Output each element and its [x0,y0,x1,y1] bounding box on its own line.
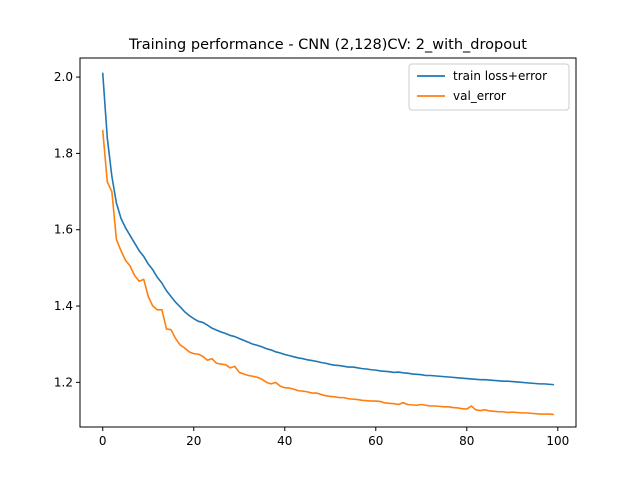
legend: train loss+error val_error [408,63,570,111]
legend-label: val_error [453,89,506,103]
x-tick-label: 60 [368,434,383,448]
series-layer [101,72,555,416]
x-tick-label: 40 [277,434,292,448]
x-tick-label: 80 [459,434,474,448]
x-tick-label: 20 [186,434,201,448]
y-axis: 1.2 1.4 1.6 1.8 2.0 [54,70,80,389]
axes-frame [79,57,577,428]
legend-box [408,63,570,111]
y-tick-label: 2.0 [54,70,73,84]
series-line-val-error [101,129,555,416]
x-tick-label: 0 [99,434,107,448]
chart-title: Training performance - CNN (2,128)CV: 2_… [128,37,527,53]
series-line-train-loss-error [101,72,555,386]
y-tick-label: 1.6 [54,223,73,237]
y-tick-label: 1.4 [54,299,73,313]
y-tick-label: 1.8 [54,146,73,160]
y-tick-label: 1.2 [54,375,73,389]
x-tick-label: 100 [546,434,569,448]
plot-area [79,57,577,428]
x-axis: 0 20 40 60 80 100 [99,427,569,448]
legend-label: train loss+error [453,69,547,83]
